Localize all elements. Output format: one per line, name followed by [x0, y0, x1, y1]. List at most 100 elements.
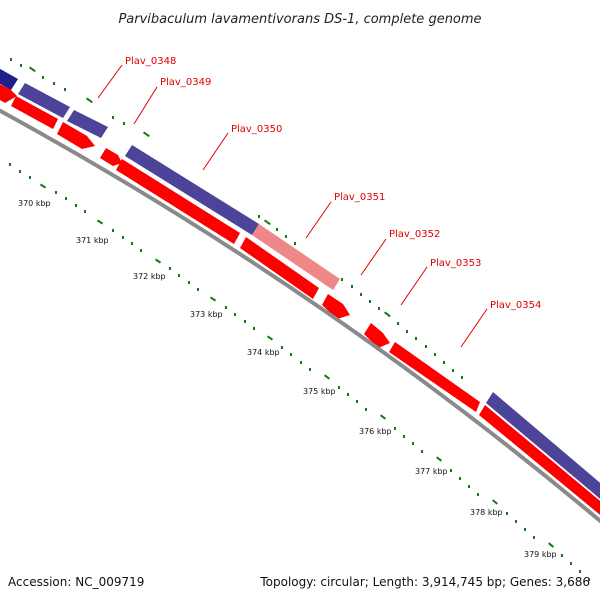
minor-tick	[20, 64, 22, 67]
scale-tick	[96, 219, 104, 225]
scale-dot	[347, 393, 349, 396]
minor-tick	[397, 322, 399, 325]
blast-hit	[18, 83, 70, 118]
scale-label: 371 kbp	[76, 236, 109, 245]
blast-hit	[125, 145, 259, 235]
minor-tick	[378, 307, 380, 310]
minor-tick	[415, 337, 417, 340]
scale-dot	[309, 368, 311, 371]
gene-label: Plav_0349	[160, 77, 211, 88]
minor-tick	[369, 300, 371, 303]
scale-dot	[9, 163, 11, 166]
minor-tick	[258, 215, 260, 218]
map-title: Parvibaculum lavamentivorans DS-1, compl…	[118, 12, 481, 27]
scale-dot	[169, 267, 171, 270]
scale-dot	[394, 427, 396, 430]
minor-tick	[434, 353, 436, 356]
gene-label: Plav_0352	[389, 229, 440, 240]
scale-tick	[548, 542, 554, 548]
scale-dot	[356, 400, 358, 403]
cds-ring	[0, 84, 600, 515]
blast-hit	[486, 392, 600, 499]
scale-label: 374 kbp	[247, 348, 280, 357]
cds-arrow	[389, 342, 480, 412]
scale-tick	[323, 374, 331, 380]
scale-dot	[112, 229, 114, 232]
scale-dot	[178, 274, 180, 277]
callout-line	[97, 64, 123, 99]
scale-dot	[533, 536, 535, 539]
scale-dot	[281, 346, 283, 349]
scale-label: 377 kbp	[415, 467, 448, 476]
scale-tick	[209, 296, 217, 302]
major-tick	[85, 97, 93, 104]
topology-summary: Topology: circular; Length: 3,914,745 bp…	[259, 575, 590, 589]
scale-tick	[154, 258, 162, 264]
major-tick	[28, 66, 36, 73]
gene-labels: Plav_0348 Plav_0349 Plav_0350 Plav_0351 …	[125, 56, 541, 311]
minor-tick	[123, 122, 125, 125]
cds-arrow	[240, 237, 319, 299]
scale-dot	[65, 197, 67, 200]
callout-line	[400, 266, 428, 306]
cds-arrow	[57, 122, 95, 149]
cds-arrow	[479, 405, 600, 515]
minor-tick	[351, 285, 353, 288]
scale-dot	[338, 386, 340, 389]
scale-tick	[39, 183, 47, 189]
genome-backbone	[0, 108, 600, 524]
callout-line	[460, 308, 488, 348]
scale-dot	[579, 570, 581, 573]
scale-dot	[450, 469, 452, 472]
callout-line	[360, 238, 387, 276]
minor-tick	[360, 293, 362, 296]
scale-dot	[412, 442, 414, 445]
scale-label: 370 kbp	[18, 199, 51, 208]
scale-dot	[588, 578, 590, 581]
scale-tick	[492, 499, 498, 505]
scale-labels: 370 kbp 371 kbp 372 kbp 373 kbp 374 kbp …	[18, 199, 557, 559]
cds-arrow	[364, 323, 390, 348]
scale-dot	[459, 477, 461, 480]
scale-dot	[300, 361, 302, 364]
accession-text: Accession: NC_009719	[8, 575, 144, 589]
scale-dot	[570, 562, 572, 565]
major-tick	[384, 311, 391, 318]
scale-dot	[75, 204, 77, 207]
minor-tick	[276, 228, 278, 231]
cds-arrow	[100, 148, 122, 166]
minor-tick	[10, 58, 12, 61]
scale-dot	[122, 236, 124, 239]
major-tick	[263, 219, 271, 226]
cds-arrow	[11, 96, 58, 129]
gene-label: Plav_0353	[430, 258, 481, 269]
scale-tick	[380, 414, 386, 420]
scale-label: 378 kbp	[470, 508, 503, 517]
minor-tick	[285, 235, 287, 238]
scale-dot	[244, 320, 246, 323]
scale-dot	[365, 408, 367, 411]
blast-hit	[0, 68, 18, 90]
scale-dot	[19, 170, 21, 173]
scale-tick	[436, 456, 442, 462]
minor-tick	[461, 376, 463, 379]
gene-label: Plav_0350	[231, 124, 282, 135]
scale-dot	[524, 528, 526, 531]
scale-label: 372 kbp	[133, 272, 166, 281]
minor-tick	[42, 76, 44, 79]
minor-tick	[341, 278, 343, 281]
gene-label: Plav_0348	[125, 56, 176, 67]
scale-dot	[29, 176, 31, 179]
scale-dot	[84, 210, 86, 213]
scale-dot	[188, 281, 190, 284]
scale-dot	[561, 554, 563, 557]
major-tick	[142, 131, 150, 138]
minor-tick	[112, 116, 114, 119]
scale-label: 379 kbp	[524, 550, 557, 559]
scale-dot	[468, 485, 470, 488]
gene-label: Plav_0351	[334, 192, 385, 203]
cds-arrow	[116, 159, 240, 244]
minor-tick	[425, 345, 427, 348]
inner-scale-ring	[9, 163, 590, 581]
